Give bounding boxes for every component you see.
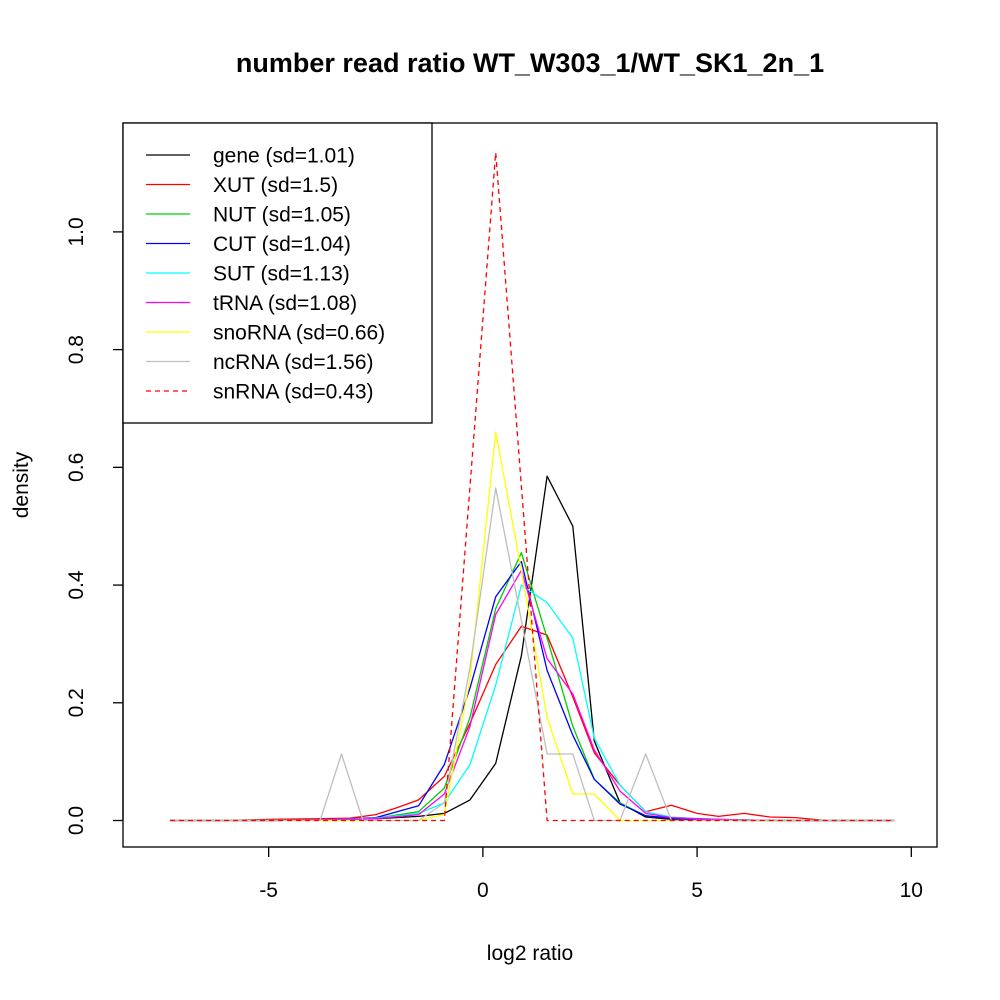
x-axis-label: log2 ratio: [487, 942, 573, 965]
legend-entry: NUT (sd=1.05): [213, 204, 351, 227]
y-axis: 0.0 0.2 0.4 0.6 0.8 1.0: [65, 217, 124, 835]
legend-entry: snRNA (sd=0.43): [213, 381, 374, 404]
legend-entry: SUT (sd=1.13): [213, 263, 350, 286]
series-line-3: [170, 560, 895, 822]
series-layer: [170, 151, 895, 822]
chart-title: number read ratio WT_W303_1/WT_SK1_2n_1: [236, 48, 824, 78]
x-tick-label: 10: [900, 879, 923, 902]
legend-entry: XUT (sd=1.5): [213, 174, 338, 197]
y-tick-label: 0.2: [65, 688, 88, 717]
y-tick-label: 0.6: [65, 453, 88, 482]
legend-entry: CUT (sd=1.04): [213, 233, 351, 256]
series-line-7: [170, 487, 895, 822]
x-axis: -5 0 5 10: [259, 846, 923, 902]
series-line-0: [170, 475, 895, 822]
y-tick-label: 1.0: [65, 217, 88, 246]
series-line-5: [170, 569, 895, 822]
legend-entry: tRNA (sd=1.08): [213, 292, 357, 315]
y-tick-label: 0.4: [65, 570, 88, 600]
x-tick-label: -5: [259, 879, 278, 902]
legend: gene (sd=1.01) XUT (sd=1.5) NUT (sd=1.05) C…: [122, 122, 433, 424]
series-line-1: [170, 625, 895, 822]
y-axis-label: density: [10, 451, 33, 518]
x-tick-label: 5: [691, 879, 703, 902]
y-tick-label: 0.8: [65, 335, 88, 364]
legend-entry: ncRNA (sd=1.56): [213, 351, 374, 374]
legend-entry: gene (sd=1.01): [213, 145, 355, 168]
series-line-8: [170, 151, 895, 822]
y-tick-label: 0.0: [65, 806, 88, 835]
legend-entry: snoRNA (sd=0.66): [213, 322, 385, 345]
series-line-6: [170, 431, 895, 822]
x-tick-label: 0: [477, 879, 489, 902]
